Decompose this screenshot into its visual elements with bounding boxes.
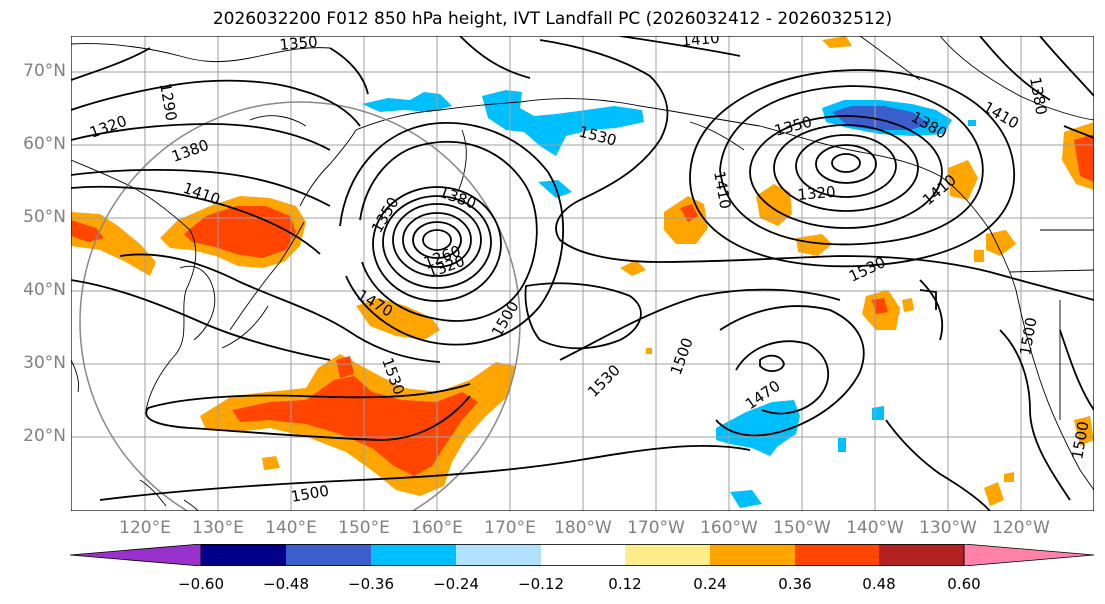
colorbar-tick: −0.48: [263, 575, 309, 593]
projection-circle: [79, 101, 521, 511]
lon-label-120w: 120°W: [992, 518, 1050, 538]
colorbar-swatch: [286, 544, 371, 566]
map-title: 2026032200 F012 850 hPa height, IVT Land…: [212, 9, 893, 29]
colorbar-extend-low: [70, 544, 202, 566]
lat-label-50n: 50°N: [23, 207, 66, 227]
lon-label-120e: 120°E: [119, 518, 171, 538]
colorbar-tick: 0.12: [608, 575, 642, 593]
colorbar-swatch: [541, 544, 625, 566]
colorbar-tick: 0.48: [862, 575, 896, 593]
lat-label-40n: 40°N: [23, 280, 66, 300]
lon-label-140w: 140°W: [846, 518, 904, 538]
lon-label-170w: 170°W: [627, 518, 685, 538]
colorbar-tick: −0.12: [518, 575, 564, 593]
contour-label: 1350: [279, 36, 319, 54]
contour-label: 1410: [681, 36, 721, 50]
colorbar-swatch: [879, 544, 964, 566]
lat-label-60n: 60°N: [23, 134, 66, 154]
colorbar-swatch: [795, 544, 879, 566]
lon-label-130w: 130°W: [919, 518, 977, 538]
contour-label: 1320: [797, 183, 837, 204]
map-panel: 1290 1320 1380 1410 1350 1380 1260 1320 …: [71, 36, 1094, 511]
colorbar-swatch: [710, 544, 795, 566]
lon-label-180w: 180°W: [554, 518, 612, 538]
lon-label-160e: 160°E: [411, 518, 463, 538]
lat-label-20n: 20°N: [23, 426, 66, 446]
colorbar-tick: 0.60: [947, 575, 981, 593]
lon-label-160w: 160°W: [700, 518, 758, 538]
lon-label-130e: 130°E: [192, 518, 244, 538]
lon-label-150w: 150°W: [773, 518, 831, 538]
colorbar-tick: 0.36: [778, 575, 812, 593]
colorbar-tick: −0.36: [348, 575, 394, 593]
colorbar-tick: −0.60: [178, 575, 224, 593]
lat-label-70n: 70°N: [23, 61, 66, 81]
colorbar-swatch: [456, 544, 541, 566]
colorbar-extend-high: [963, 544, 1095, 566]
coastlines: [71, 36, 1094, 511]
colorbar-swatch: [201, 544, 286, 566]
lon-label-140e: 140°E: [265, 518, 317, 538]
colorbar-tick: 0.24: [693, 575, 727, 593]
colorbar: [70, 544, 1095, 566]
lon-label-170e: 170°E: [484, 518, 536, 538]
lat-label-30n: 30°N: [23, 353, 66, 373]
colorbar-tick: −0.24: [433, 575, 479, 593]
height-contours: [71, 36, 1094, 511]
graticule: [71, 36, 1094, 511]
colorbar-swatch: [625, 544, 710, 566]
lon-label-150e: 150°E: [338, 518, 390, 538]
colorbar-swatch: [371, 544, 456, 566]
ivt-negative-shading: [362, 90, 976, 508]
